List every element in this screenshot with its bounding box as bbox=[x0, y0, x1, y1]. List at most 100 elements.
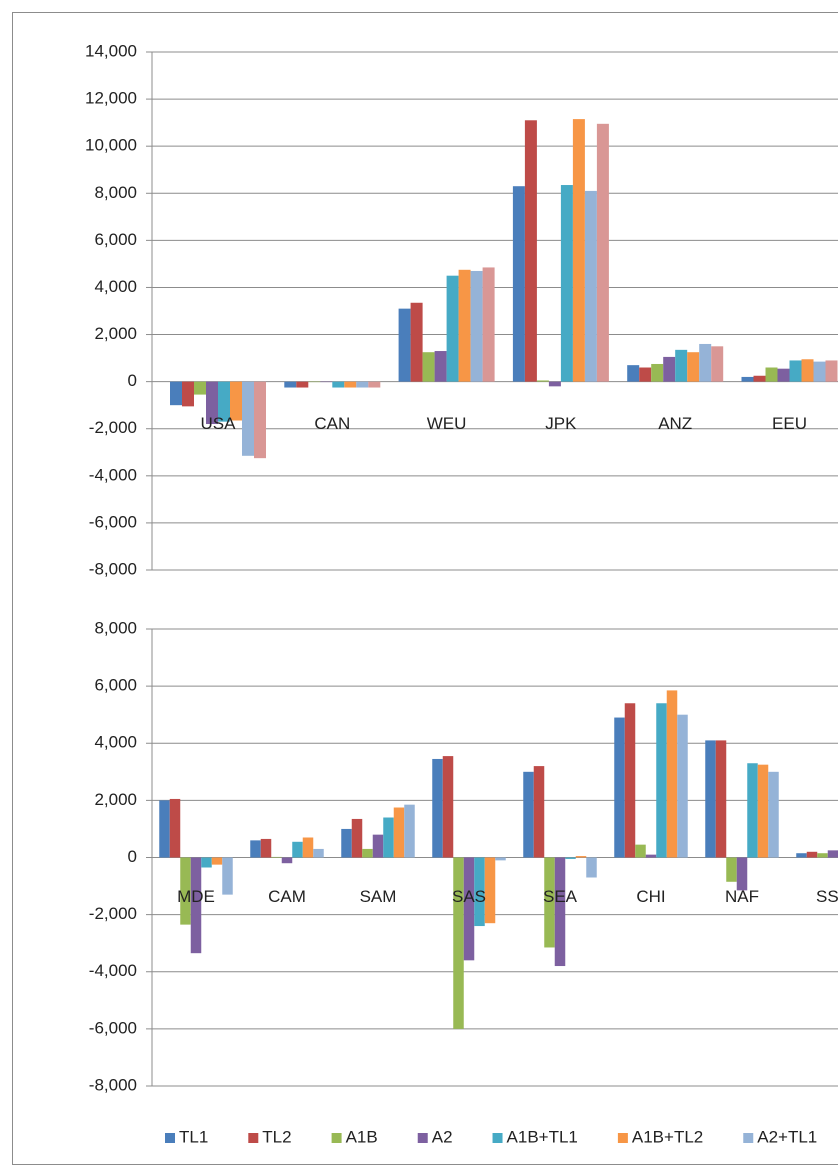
legend-label: A2+TL1 bbox=[757, 1127, 817, 1146]
bar bbox=[586, 857, 597, 878]
legend-swatch bbox=[248, 1133, 259, 1143]
legend-swatch bbox=[617, 1133, 628, 1143]
y-tick-label: -6,000 bbox=[89, 1018, 137, 1037]
y-tick-label: 4,000 bbox=[94, 733, 137, 752]
bar bbox=[393, 807, 405, 858]
bar bbox=[296, 381, 309, 388]
bar bbox=[351, 818, 363, 858]
bar bbox=[434, 351, 447, 382]
bar bbox=[368, 381, 381, 388]
y-tick-label: 4,000 bbox=[94, 277, 137, 296]
chart-frame bbox=[12, 12, 838, 1165]
y-tick-label: 2,000 bbox=[94, 790, 137, 809]
bar bbox=[341, 828, 352, 858]
bar bbox=[747, 763, 758, 858]
bar bbox=[218, 381, 230, 422]
y-tick-label: 10,000 bbox=[85, 136, 137, 155]
bar bbox=[663, 356, 676, 382]
bar bbox=[332, 381, 345, 388]
bar bbox=[453, 857, 464, 1029]
bar bbox=[250, 840, 261, 858]
bar bbox=[356, 381, 369, 388]
bar bbox=[190, 857, 202, 954]
bar bbox=[281, 857, 293, 864]
bar bbox=[666, 690, 678, 858]
bar bbox=[726, 857, 737, 882]
bar bbox=[404, 804, 415, 858]
bar bbox=[458, 269, 471, 382]
bar bbox=[482, 267, 495, 382]
legend-swatch bbox=[331, 1133, 342, 1143]
y-tick-label: 6,000 bbox=[94, 676, 137, 695]
bar bbox=[806, 851, 818, 858]
x-tick-label: ANZ bbox=[658, 414, 692, 433]
bar bbox=[645, 854, 657, 858]
bar bbox=[254, 381, 266, 459]
bar bbox=[584, 190, 597, 382]
x-tick-label: SEA bbox=[543, 887, 578, 906]
bar bbox=[523, 771, 534, 858]
y-tick-label: 0 bbox=[128, 371, 137, 390]
y-tick-label: -6,000 bbox=[89, 512, 137, 531]
y-tick-label: 12,000 bbox=[85, 89, 137, 108]
bar bbox=[230, 381, 242, 421]
bar bbox=[575, 856, 587, 858]
bar bbox=[284, 381, 297, 388]
bar bbox=[206, 381, 218, 425]
y-tick-label: 0 bbox=[128, 847, 137, 866]
legend-label: A1B+TL1 bbox=[507, 1127, 578, 1146]
bar bbox=[372, 834, 384, 858]
bar bbox=[446, 275, 459, 382]
bar bbox=[572, 119, 585, 382]
x-tick-label: MDE bbox=[177, 887, 215, 906]
bar bbox=[362, 848, 373, 858]
y-tick-label: 6,000 bbox=[94, 230, 137, 249]
y-tick-label: -4,000 bbox=[89, 465, 137, 484]
bar bbox=[398, 308, 411, 382]
bar bbox=[302, 837, 314, 858]
x-tick-label: EEU bbox=[772, 414, 807, 433]
bar bbox=[524, 120, 537, 382]
bar bbox=[753, 375, 766, 382]
legend-label: A2 bbox=[432, 1127, 453, 1146]
bar bbox=[711, 346, 724, 382]
x-tick-label: CAM bbox=[268, 887, 306, 906]
bar bbox=[627, 365, 640, 382]
bar bbox=[432, 758, 443, 858]
x-tick-label: SSA bbox=[816, 887, 838, 906]
bar bbox=[548, 381, 561, 387]
legend-label: A1B+TL2 bbox=[632, 1127, 703, 1146]
bar bbox=[201, 857, 212, 868]
bar bbox=[825, 360, 838, 382]
bar bbox=[639, 367, 652, 382]
bar bbox=[222, 857, 233, 895]
bar bbox=[533, 766, 545, 858]
x-tick-label: CAN bbox=[314, 414, 350, 433]
bar bbox=[801, 359, 814, 382]
bar bbox=[651, 363, 664, 382]
bar bbox=[656, 703, 667, 858]
bar bbox=[260, 838, 272, 858]
bar bbox=[827, 850, 838, 858]
bar bbox=[383, 817, 394, 858]
bar bbox=[777, 368, 790, 382]
bar bbox=[512, 186, 525, 382]
bar bbox=[768, 771, 779, 858]
x-tick-label: WEU bbox=[427, 414, 467, 433]
legend-label: TL1 bbox=[179, 1127, 208, 1146]
bar bbox=[422, 352, 435, 382]
bar bbox=[463, 857, 475, 961]
bar bbox=[699, 343, 712, 382]
bar bbox=[705, 740, 716, 858]
legend-swatch bbox=[165, 1133, 175, 1143]
bar bbox=[242, 381, 254, 456]
bar bbox=[442, 756, 454, 858]
bar bbox=[796, 853, 807, 858]
bar bbox=[474, 857, 485, 927]
legend-swatch bbox=[492, 1133, 503, 1143]
bar bbox=[741, 376, 754, 382]
bar bbox=[554, 857, 566, 967]
bar bbox=[817, 853, 828, 858]
